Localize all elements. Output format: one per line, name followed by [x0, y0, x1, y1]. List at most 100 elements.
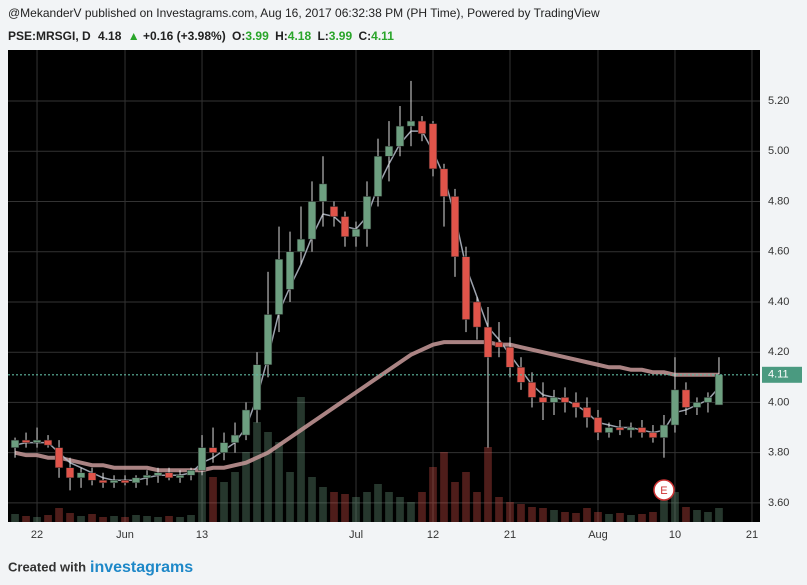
volume-bar	[704, 512, 712, 522]
volume-bar	[121, 517, 129, 522]
candle-body	[98, 480, 108, 484]
candle-body	[615, 427, 625, 431]
volume-bar	[407, 502, 415, 522]
candle-body	[571, 402, 581, 408]
volume-bar	[88, 514, 96, 522]
y-tick-label: 3.60	[768, 497, 789, 509]
volume-bar	[55, 508, 63, 522]
volume-bar	[143, 516, 151, 522]
volume-bar	[506, 502, 514, 522]
volume-bar	[154, 517, 162, 522]
volume-bar	[473, 492, 481, 522]
volume-bar	[594, 512, 602, 522]
volume-bar	[110, 516, 118, 522]
volume-bar	[66, 513, 74, 522]
candle-body	[549, 397, 559, 403]
volume-bar	[264, 432, 272, 522]
volume-bar	[451, 482, 459, 522]
candle-body	[274, 258, 284, 315]
y-tick-label: 4.80	[768, 195, 789, 207]
candle-body	[32, 439, 42, 443]
o-label: O:	[232, 29, 245, 43]
candle-body	[351, 228, 361, 237]
volume-bar	[275, 442, 283, 522]
volume-bar	[253, 422, 261, 522]
plot	[8, 50, 760, 522]
volume-bar	[198, 462, 206, 522]
candle-body	[406, 120, 416, 127]
y-tick-label: 4.20	[768, 346, 789, 358]
y-tick-label: 4.40	[768, 296, 789, 308]
candle-body	[54, 447, 64, 468]
volume-bar	[462, 472, 470, 522]
volume-bar	[330, 492, 338, 522]
c: 4.11	[371, 29, 394, 43]
volume-bar	[671, 492, 679, 522]
candle-body	[450, 196, 460, 257]
y-tick-label: 5.00	[768, 145, 789, 157]
volume-bar	[297, 397, 305, 522]
volume-bar	[572, 513, 580, 522]
volume-bar	[242, 452, 250, 522]
volume-bar	[33, 517, 41, 522]
volume-bar	[550, 510, 558, 522]
candle-body	[230, 434, 240, 443]
volume-bar	[638, 514, 646, 522]
l: 3.99	[329, 29, 353, 43]
candle-body	[582, 407, 592, 418]
candle-body	[637, 427, 647, 433]
volume-bar	[561, 512, 569, 522]
volume-bar	[649, 512, 657, 522]
volume-bar	[209, 477, 217, 522]
candle-body	[175, 475, 185, 479]
y-tick-label: 4.60	[768, 246, 789, 258]
candle-body	[373, 156, 383, 197]
volume-bar	[660, 497, 668, 522]
candle-body	[703, 397, 713, 403]
candle-body	[692, 402, 702, 408]
x-tick-label: 13	[196, 529, 208, 541]
y-tick-label: 5.20	[768, 95, 789, 107]
ohlc: PSE:MRSGI, D 4.18 ▲ +0.16 (+3.98%) O:3.9…	[8, 29, 394, 43]
y-tick-label: 3.80	[768, 447, 789, 459]
y-tick-label: 4.00	[768, 396, 789, 408]
candle-body	[307, 201, 317, 240]
candle-body	[296, 238, 306, 252]
candle-body	[153, 472, 163, 476]
volume-bar	[429, 467, 437, 522]
volume-bar	[132, 515, 140, 522]
volume-bar	[363, 492, 371, 522]
price: 4.18	[98, 29, 122, 43]
symbol: PSE:MRSGI, D	[8, 29, 91, 43]
candle-body	[714, 374, 724, 406]
volume-bar	[352, 497, 360, 522]
candle-body	[208, 447, 218, 453]
last-price-label: 4.11	[768, 369, 789, 381]
candle-body	[505, 346, 515, 368]
candle-body	[318, 183, 328, 202]
candle-body	[109, 480, 119, 484]
candle-body	[494, 341, 504, 348]
h-label: H:	[275, 29, 288, 43]
volume-bar	[418, 492, 426, 522]
x-tick-label: 12	[427, 529, 439, 541]
volume-bar	[341, 494, 349, 522]
volume-bar	[176, 517, 184, 522]
volume-bar	[440, 452, 448, 522]
volume-bar	[396, 497, 404, 522]
candle-body	[263, 314, 273, 366]
candle-body	[329, 206, 339, 217]
candle-body	[604, 427, 614, 433]
candle-body	[43, 439, 53, 446]
volume-bar	[495, 497, 503, 522]
candle-body	[593, 417, 603, 433]
volume-bar	[44, 515, 52, 522]
candle-body	[21, 439, 31, 443]
plot-area	[8, 50, 760, 522]
volume-bar	[319, 487, 327, 522]
volume-bar	[693, 510, 701, 522]
candle-body	[428, 123, 438, 170]
x-tick-label: Jul	[349, 529, 363, 541]
candle-body	[483, 326, 493, 358]
